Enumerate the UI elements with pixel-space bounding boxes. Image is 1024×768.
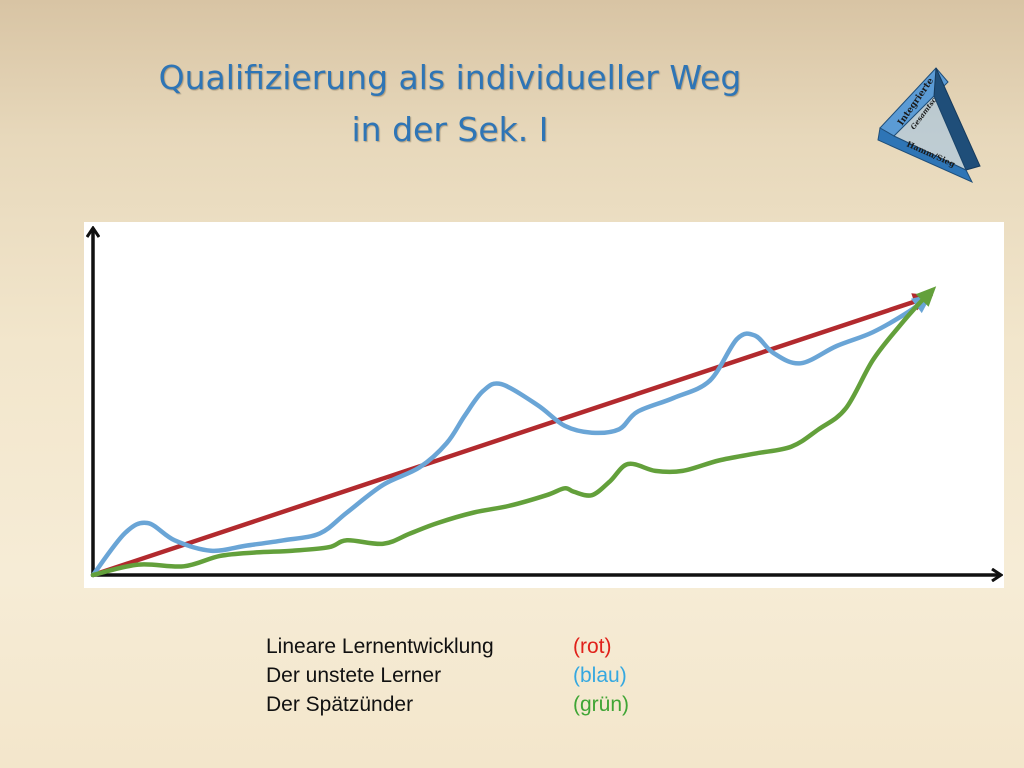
legend-label: Der Spätzünder: [266, 693, 414, 716]
legend-label: Der unstete Lerner: [266, 664, 442, 687]
legend-color-label: (grün): [573, 693, 630, 716]
logo-face-bottom: [877, 127, 974, 184]
legend-entry: Lineare Lernentwicklung (rot): [266, 632, 666, 661]
logo-inner-face: [893, 95, 967, 172]
title-line-1: Qualifizierung als individueller Weg: [158, 58, 742, 97]
legend-entry: Der Spätzünder (grün): [266, 690, 666, 719]
learning-progress-chart: [0, 0, 1024, 600]
slide-title: Qualifizierung als individueller Weg in …: [90, 52, 810, 156]
legend: Lineare Lernentwicklung (rot) Der unstete …: [266, 632, 666, 719]
series-late-bloomer-green: [90, 288, 935, 578]
series-layer: [90, 286, 937, 578]
axes: [91, 228, 1001, 576]
series-late-bloomer-green-arrowhead: [915, 286, 937, 307]
legend-label: Lineare Lernentwicklung: [266, 635, 494, 658]
school-logo: Integrierte Gesamtschule Hamm/Sieg: [872, 66, 981, 184]
legend-color-label: (rot): [573, 635, 612, 658]
series-linear-red: [90, 295, 930, 578]
series-unsteady-blue: [90, 295, 930, 578]
title-line-2: in der Sek. I: [351, 110, 549, 149]
legend-entry: Der unstete Lerner (blau): [266, 661, 666, 690]
legend-color-label: (blau): [573, 664, 627, 687]
